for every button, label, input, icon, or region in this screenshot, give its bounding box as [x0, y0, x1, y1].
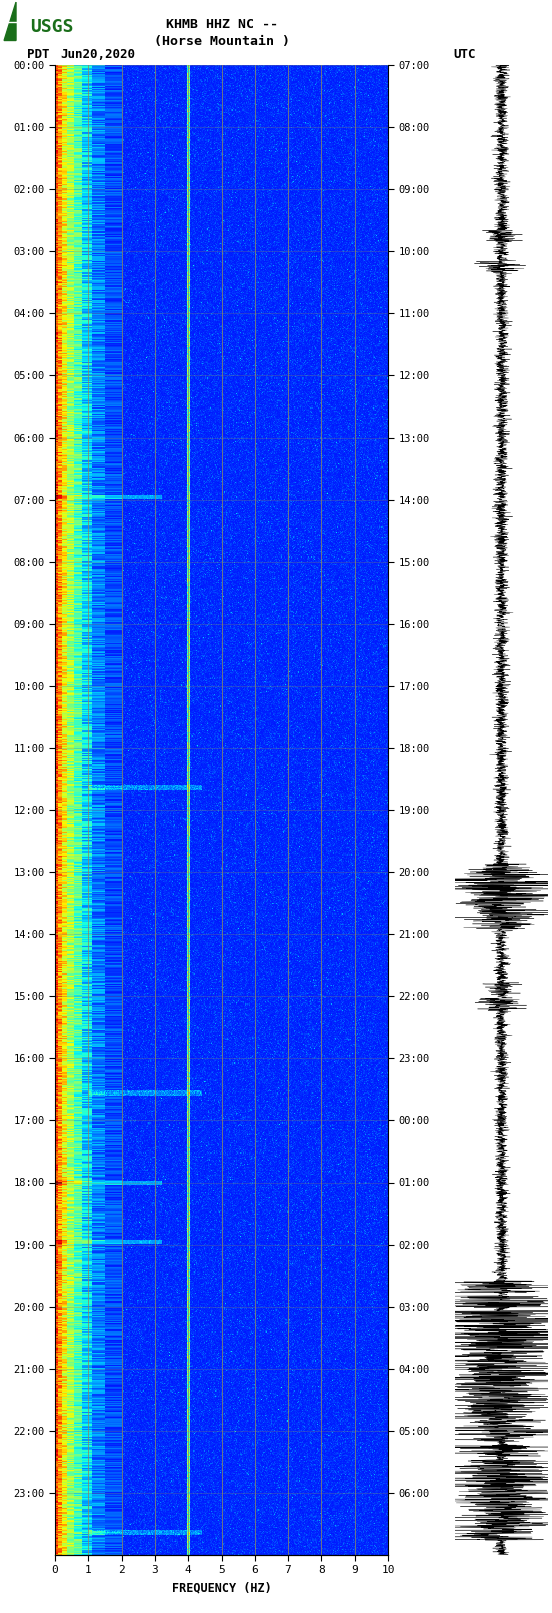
- Text: PDT: PDT: [27, 48, 50, 61]
- Polygon shape: [4, 2, 16, 40]
- Text: KHMB HHZ NC --: KHMB HHZ NC --: [166, 18, 278, 32]
- Text: UTC: UTC: [453, 48, 475, 61]
- Text: USGS: USGS: [30, 18, 74, 35]
- Text: Jun20,2020: Jun20,2020: [61, 48, 136, 61]
- Text: (Horse Mountain ): (Horse Mountain ): [153, 35, 289, 48]
- X-axis label: FREQUENCY (HZ): FREQUENCY (HZ): [172, 1581, 272, 1594]
